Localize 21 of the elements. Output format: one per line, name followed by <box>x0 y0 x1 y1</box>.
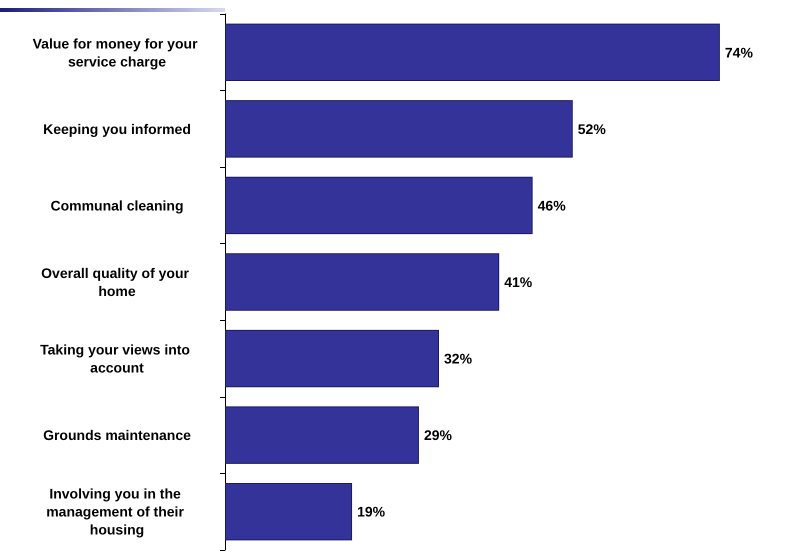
bar <box>225 406 419 464</box>
y-tick-label: Grounds maintenance <box>43 427 192 444</box>
data-label: 52% <box>578 120 606 137</box>
bar <box>225 483 352 540</box>
bar <box>225 100 573 158</box>
bar <box>225 176 533 234</box>
data-label: 46% <box>538 197 566 214</box>
y-tick-label: Overall quality of your home <box>41 265 193 299</box>
data-label: 19% <box>357 504 386 520</box>
y-tick-label: Involving you in the management of their housing <box>46 486 188 538</box>
data-label: 32% <box>444 350 473 367</box>
y-tick-label: Keeping you informed <box>43 120 191 137</box>
y-tick-label: Value for money for your service charge <box>32 35 202 70</box>
data-label: 29% <box>424 427 453 444</box>
data-label: 41% <box>504 274 533 290</box>
data-label: 74% <box>724 44 754 60</box>
y-tick-label: Communal cleaning <box>50 197 184 214</box>
bar <box>225 24 720 81</box>
bar <box>225 330 439 388</box>
bar <box>225 253 500 311</box>
y-tick-label: Taking your views into account <box>40 342 194 376</box>
